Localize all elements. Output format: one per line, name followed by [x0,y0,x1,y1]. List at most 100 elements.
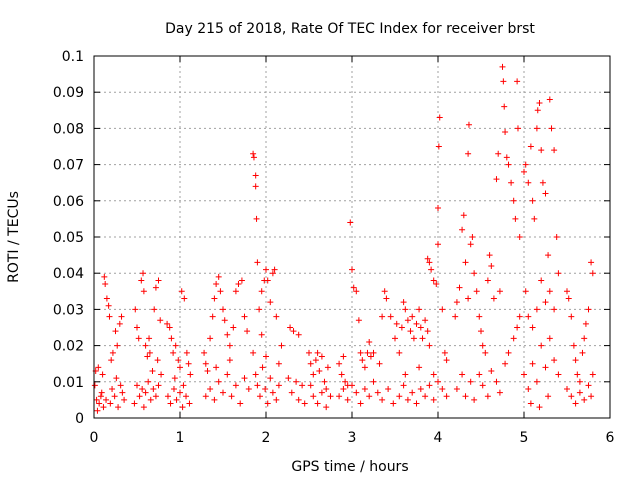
data-point [484,277,491,284]
data-point [400,382,407,389]
data-point [589,270,596,277]
data-point [589,371,596,378]
data-point [525,313,532,320]
data-point [462,393,469,400]
data-point [568,313,575,320]
data-point [588,259,595,266]
data-point [177,389,183,396]
data-point [383,295,390,302]
data-point [183,349,190,356]
data-point [211,295,218,302]
y-tick-label: 0.1 [62,49,84,65]
y-tick-label: 0.02 [53,339,84,355]
data-point [269,389,276,396]
data-point [553,234,560,240]
data-point [538,277,545,284]
data-point [344,396,351,403]
data-point [295,396,302,403]
data-point [314,400,321,407]
data-point [316,367,323,374]
data-point [273,396,280,403]
data-point [546,335,553,342]
data-point [574,371,581,378]
x-tick-label: 4 [434,430,443,446]
data-point [512,215,519,222]
data-point [118,313,125,320]
data-point [323,386,330,393]
data-point [250,154,257,161]
data-point [364,349,371,356]
data-point [101,273,108,280]
data-point [502,360,509,367]
data-point [490,295,497,302]
data-point [327,393,334,400]
data-point [102,281,109,288]
data-point [186,400,193,407]
data-point [525,386,532,393]
data-point [267,375,274,382]
data-point [238,277,245,284]
data-point [142,389,149,396]
data-point [522,288,529,295]
x-tick-label: 3 [348,430,357,446]
data-point [267,299,274,306]
data-point [228,393,235,400]
data-point [288,389,295,396]
x-tick-label: 1 [176,430,185,446]
data-point [204,367,211,374]
data-point [349,382,355,389]
x-tick-label: 5 [520,430,529,446]
data-point [417,324,424,331]
data-point [264,277,271,284]
data-point [295,331,302,338]
data-point [180,382,187,389]
data-point [496,389,503,396]
data-point [187,371,194,378]
data-point [138,277,145,284]
data-point [134,382,140,389]
data-point [484,393,491,400]
data-point [496,288,503,295]
data-point [588,393,595,400]
data-point [555,371,562,378]
data-point [510,335,517,342]
data-point [139,386,146,393]
data-point [505,161,512,168]
data-point [232,382,239,389]
data-point [545,393,552,400]
data-point [140,288,147,295]
x-axis-ticks: 0 1 2 3 4 5 6 [90,56,615,446]
data-point [357,400,364,407]
data-point [132,306,139,313]
data-point [103,295,110,302]
data-point [505,349,512,356]
data-point [256,306,263,313]
data-point [435,241,441,248]
data-point [269,270,276,277]
data-point [213,281,220,288]
data-point [152,284,159,291]
data-point [273,313,280,320]
chart-title: Day 215 of 2018, Rate Of TEC Index for r… [165,21,535,37]
data-point [533,125,540,132]
data-point [252,371,259,378]
data-point [310,393,317,400]
data-point [318,353,325,360]
data-point [453,299,460,306]
data-point [419,335,426,342]
data-point [350,284,357,291]
data-point [136,393,143,400]
data-point [347,219,354,226]
data-point [387,313,394,320]
data-point [237,400,244,407]
data-point [178,288,185,295]
data-point [359,357,366,364]
data-point [581,335,588,342]
data-point [154,357,161,364]
data-point [307,360,314,367]
data-point [493,378,500,385]
data-point [336,393,343,400]
data-point [232,288,239,295]
data-point [342,378,349,385]
data-point [402,306,409,313]
